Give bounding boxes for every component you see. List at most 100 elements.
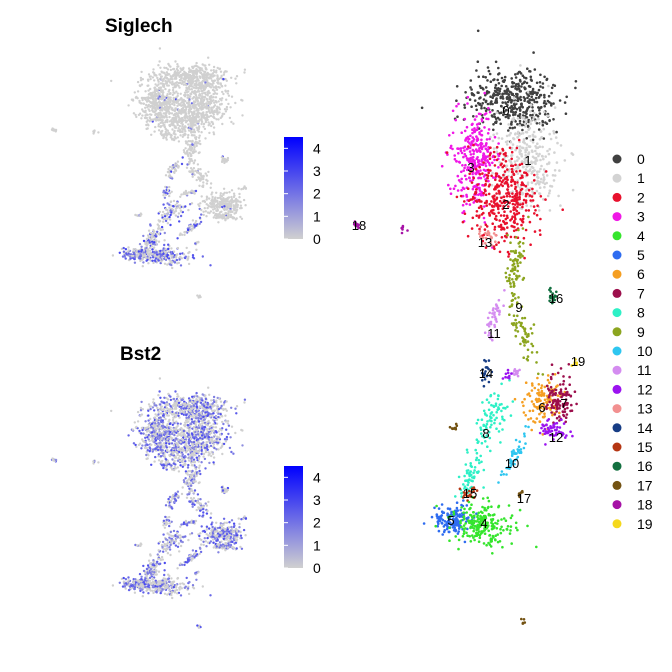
cluster-point-10	[506, 466, 510, 470]
cluster-point-13	[492, 232, 496, 235]
cluster-point-3	[484, 142, 488, 146]
bst2-point	[215, 418, 219, 421]
cluster-point-2	[504, 151, 507, 155]
cluster-point-7	[560, 395, 563, 399]
bst2-point	[200, 434, 204, 437]
siglech-point	[157, 80, 160, 83]
cluster-point-11	[493, 313, 496, 317]
cluster-point-2	[498, 199, 502, 203]
cluster-point-0	[504, 101, 507, 104]
bst2-point	[169, 408, 172, 411]
bst2-point	[226, 419, 230, 423]
cluster-point-2	[517, 211, 521, 215]
cluster-point-9	[519, 256, 522, 259]
cluster-point-0	[565, 95, 568, 99]
cluster-point-16	[554, 295, 558, 298]
cluster-point-3	[478, 147, 481, 150]
siglech-point	[177, 71, 181, 75]
siglech-point	[202, 99, 205, 102]
cluster-point-7	[563, 410, 567, 414]
cluster-point-11	[489, 320, 493, 324]
cluster-point-3	[471, 131, 474, 135]
cluster-point-2	[514, 192, 518, 196]
bst2-point	[206, 421, 209, 424]
bst2-point	[162, 442, 165, 445]
cluster-point-11	[491, 312, 494, 315]
siglech-point	[183, 91, 187, 94]
cluster-point-3	[492, 176, 495, 179]
cluster-point-2	[463, 212, 467, 215]
cluster-point-0	[496, 78, 500, 82]
bst2-point	[213, 416, 216, 419]
cluster-point-2	[514, 208, 517, 211]
cluster-point-5	[438, 519, 442, 523]
siglech-point	[162, 112, 165, 115]
cluster-point-15	[462, 491, 466, 494]
cluster-point-18	[353, 220, 357, 223]
cluster-point-2	[474, 167, 478, 171]
cluster-point-13	[479, 235, 482, 239]
cluster-point-1	[531, 141, 535, 144]
cluster-point-2	[482, 161, 485, 164]
cluster-point-0	[503, 89, 507, 93]
cluster-point-1	[492, 133, 496, 137]
cluster-point-11	[515, 372, 519, 376]
siglech-point	[195, 76, 199, 79]
siglech-point	[243, 71, 246, 74]
bst2-point	[194, 417, 198, 420]
cluster-point-2	[500, 236, 504, 239]
siglech-point	[188, 69, 192, 72]
cluster-point-9	[513, 268, 517, 272]
cluster-point-3	[462, 155, 465, 159]
cluster-point-6	[543, 385, 547, 389]
cluster-point-0	[543, 93, 546, 97]
siglech-point	[212, 65, 216, 69]
cluster-point-8	[495, 427, 498, 431]
cluster-point-2	[510, 170, 514, 174]
bst2-point	[240, 428, 243, 432]
cluster-point-1	[542, 198, 545, 201]
bst2-point	[206, 414, 209, 417]
cluster-point-6	[540, 410, 543, 414]
cluster-point-0	[518, 109, 522, 112]
cluster-point-3	[463, 152, 467, 156]
cluster-point-7	[564, 416, 568, 420]
cluster-point-2	[514, 203, 517, 206]
cluster-point-3	[488, 110, 492, 114]
siglech-point	[177, 84, 180, 88]
cluster-point-3	[460, 188, 463, 192]
cluster-point-0	[530, 98, 534, 102]
cluster-point-1	[524, 157, 527, 160]
cluster-point-8	[485, 398, 489, 402]
bst2-point	[227, 424, 231, 427]
cluster-point-17	[448, 425, 452, 429]
cluster-point-4	[508, 532, 512, 535]
cluster-point-0	[563, 101, 567, 104]
cluster-point-0	[538, 106, 541, 110]
bst2-point	[156, 406, 159, 410]
cluster-point-2	[534, 209, 537, 212]
cluster-point-0	[498, 87, 502, 91]
siglech-point	[201, 63, 204, 66]
cluster-point-0	[527, 84, 531, 88]
siglech-point	[194, 100, 197, 104]
cluster-point-0	[489, 102, 492, 106]
cluster-point-0	[508, 90, 511, 94]
cluster-point-3	[479, 169, 482, 172]
cluster-point-16	[551, 292, 554, 295]
siglech-point	[194, 64, 197, 68]
cluster-point-9	[504, 271, 508, 275]
bst2-point	[135, 425, 138, 429]
cluster-point-2	[512, 206, 516, 209]
cluster-point-4	[462, 517, 466, 521]
bst2-point	[185, 414, 188, 417]
bst2-point	[209, 444, 213, 448]
cluster-point-0	[543, 113, 547, 116]
cluster-point-9	[519, 253, 523, 256]
cluster-point-9	[524, 331, 527, 335]
bst2-point	[220, 429, 223, 432]
cluster-point-4	[490, 538, 494, 541]
cluster-point-2	[471, 216, 475, 220]
cluster-point-4	[489, 518, 493, 521]
cluster-point-5	[452, 523, 455, 527]
